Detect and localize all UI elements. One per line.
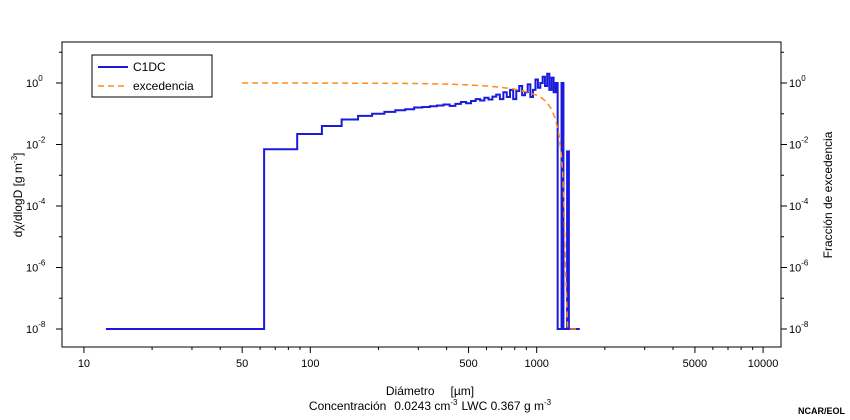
y-left-tick-label: 10-2 xyxy=(26,136,46,152)
y-axis-right-title: Fracción de excedencia xyxy=(821,131,835,258)
y-left-tick-label: 10-8 xyxy=(26,320,46,336)
x-tick-label: 1000 xyxy=(524,358,548,370)
y-right-tick-label: 10-4 xyxy=(789,197,809,213)
y-axis-left-title: dχ/dlogD [g m-3] xyxy=(10,153,25,238)
x-tick-label: 500 xyxy=(459,358,477,370)
series-layer xyxy=(105,72,580,330)
y-left-tick-label: 10-6 xyxy=(26,259,46,275)
legend-label-excedencia: excedencia xyxy=(133,79,194,93)
credit-label: NCAR/EOL xyxy=(798,406,846,416)
y-right-tick-label: 10-6 xyxy=(789,259,809,275)
x-tick-label: 10000 xyxy=(748,358,779,370)
ticks-layer: 10 50 100 500 1000 5000 10000 10-8 10-8 10-6 10-6 1… xyxy=(26,51,809,370)
y-left-tick-label: 100 xyxy=(26,74,43,90)
x-tick-label: 100 xyxy=(301,358,319,370)
x-axis-title: Diámetro [µm] xyxy=(386,384,474,398)
subtitle-concentration-lwc: Concentración 0.0243 cm-3 LWC 0.367 g m-3 xyxy=(309,398,552,413)
y-left-tick-label: 10-4 xyxy=(26,197,46,213)
legend-box xyxy=(91,54,213,98)
x-tick-label: 5000 xyxy=(683,358,707,370)
series-line-c1dc xyxy=(105,72,580,330)
x-tick-label: 50 xyxy=(236,358,248,370)
legend-label-c1dc: C1DC xyxy=(133,60,166,74)
y-right-tick-label: 10-2 xyxy=(789,136,809,152)
plot-frame xyxy=(61,41,782,348)
series-line-excedencia xyxy=(242,82,580,330)
y-right-tick-label: 100 xyxy=(789,74,806,90)
y-right-tick-label: 10-8 xyxy=(789,320,809,336)
legend: C1DC excedencia xyxy=(91,54,213,98)
x-tick-label: 10 xyxy=(78,358,90,370)
